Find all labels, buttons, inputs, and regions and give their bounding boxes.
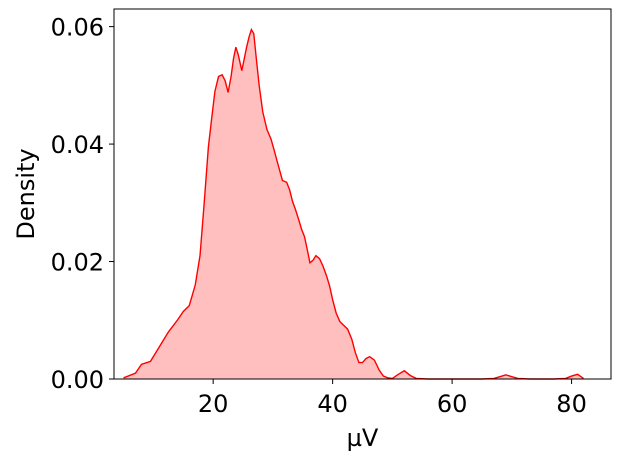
plot-frame [113, 8, 612, 380]
density-curve-line [123, 27, 584, 380]
x-tick-label: 40 [317, 390, 348, 418]
y-tick-label: 0.06 [51, 14, 104, 42]
density-fill-area [123, 29, 584, 380]
y-tick-label: 0.00 [51, 366, 104, 394]
y-tick-label: 0.02 [51, 249, 104, 277]
y-tick-label: 0.04 [51, 131, 104, 159]
x-tick-label: 60 [437, 390, 468, 418]
y-axis-label: Density [12, 148, 40, 239]
x-tick-label: 20 [198, 390, 229, 418]
x-axis: 20 40 60 80 [198, 379, 587, 418]
x-tick-label: 80 [556, 390, 587, 418]
x-axis-label: µV [347, 424, 379, 452]
y-axis: 0.00 0.02 0.04 0.06 [51, 14, 114, 394]
